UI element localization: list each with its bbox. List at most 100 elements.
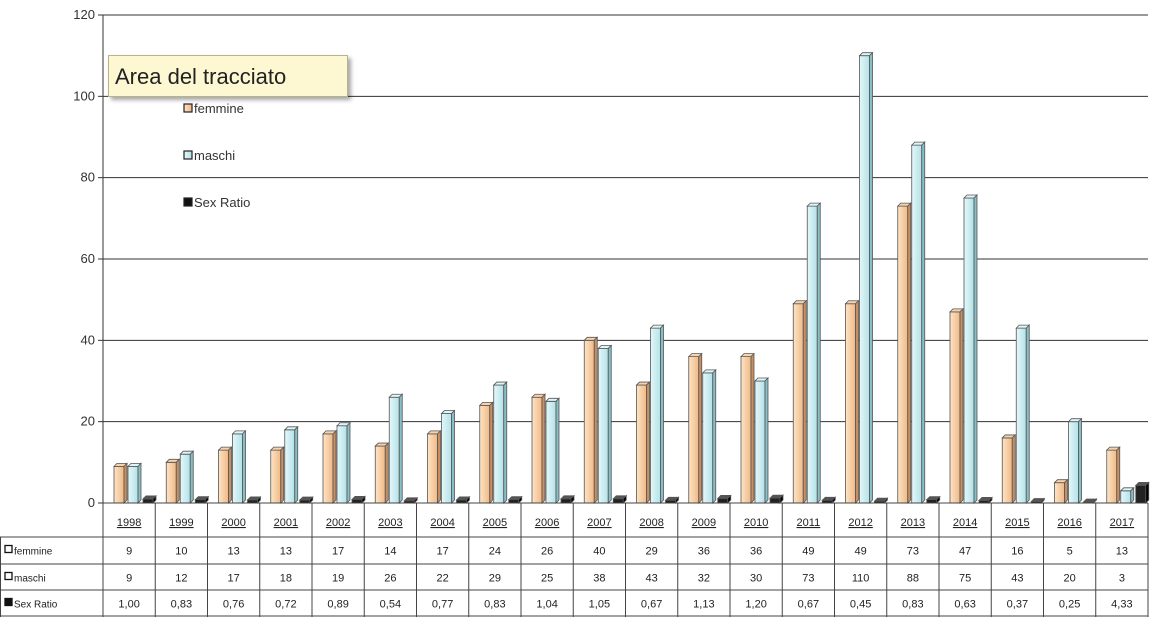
data-label: 75: [959, 573, 971, 585]
bar-maschi: [179, 450, 195, 504]
bar-sex-ratio-front: [612, 498, 624, 504]
data-label: 36: [750, 546, 762, 558]
bar-femmine-side: [489, 401, 494, 504]
bar-femmine-side: [750, 352, 755, 504]
bar-femmine-front: [1054, 482, 1065, 504]
bar-femmine-front: [374, 445, 386, 504]
bar-maschi-front: [388, 396, 400, 504]
y-tick-label: 20: [81, 414, 95, 429]
x-tick-label: 1998: [117, 517, 141, 529]
bar-maschi-side: [294, 425, 299, 504]
data-label: 0,63: [954, 599, 975, 611]
data-label: 43: [1011, 573, 1023, 585]
table-row-swatch: [4, 544, 13, 554]
bar-femmine: [1053, 478, 1069, 504]
bar-maschi-front: [806, 205, 818, 504]
bar-sex-ratio: [246, 495, 262, 504]
bar-femmine: [165, 458, 181, 504]
data-table: 1998 1999 2000 2001 2002 2003 2004 2005 2006 2007…: [0, 502, 1149, 617]
legend-label: femmine: [194, 101, 244, 116]
bar-femmine-front: [636, 384, 647, 504]
bar-maschi-side: [555, 397, 560, 504]
x-tick-label: 2009: [692, 517, 716, 529]
bar-maschi-front: [493, 384, 505, 504]
data-label: 29: [646, 546, 658, 558]
bar-maschi-side: [816, 202, 821, 504]
data-label: 0,25: [1059, 599, 1080, 611]
table-row-swatch: [4, 571, 13, 581]
bar-maschi-front: [545, 400, 557, 504]
y-tick-label: 0: [88, 495, 95, 510]
data-label: 0,72: [275, 599, 296, 611]
bar-maschi-side: [189, 450, 194, 504]
bar-femmine-side: [907, 202, 912, 504]
x-tick-label: 2011: [797, 517, 821, 529]
x-tick-label: 2005: [483, 517, 507, 529]
bar-femmine-side: [332, 429, 337, 504]
data-label: 73: [907, 546, 919, 558]
bar-maschi-front: [702, 372, 714, 504]
bar-maschi-side: [346, 421, 351, 504]
data-label: 0,77: [432, 599, 453, 611]
bar-maschi: [806, 202, 822, 504]
bar-femmine-side: [1116, 446, 1121, 504]
bar-maschi-front: [1120, 490, 1132, 504]
bar-sex-ratio-side: [727, 494, 732, 504]
bar-maschi-front: [284, 429, 296, 504]
bar-femmine-front: [531, 396, 543, 504]
bar-maschi: [492, 381, 508, 504]
bar-sex-ratio-front: [1135, 484, 1147, 504]
bar-femmine-side: [959, 307, 964, 504]
bar-sex-ratio-side: [204, 495, 209, 504]
bar-femmine-side: [855, 299, 859, 504]
data-label: 9: [126, 573, 132, 585]
legend-swatch: [183, 150, 193, 160]
bar-maschi: [127, 462, 142, 504]
data-label: 49: [802, 546, 814, 558]
data-label: 0,67: [798, 599, 819, 611]
bar-maschi: [910, 141, 926, 504]
data-label: 18: [280, 573, 292, 585]
legend-swatch: [183, 103, 193, 113]
bar-sex-ratio-side: [518, 495, 523, 504]
bar-sex-ratio-front: [508, 499, 520, 504]
bar-sex-ratio-front: [560, 498, 572, 504]
bar-femmine-side: [541, 393, 546, 504]
bar-maschi-side: [1130, 486, 1135, 504]
bar-femmine-side: [593, 336, 598, 504]
table-row-swatch: [4, 597, 13, 607]
bar-maschi: [336, 421, 351, 504]
bar-sex-ratio-side: [152, 494, 157, 504]
bar-maschi-front: [963, 197, 975, 504]
data-label: 38: [593, 573, 605, 585]
data-label: 26: [384, 573, 396, 585]
bar-maschi: [858, 51, 874, 504]
plot-area-tooltip: Area del tracciato: [108, 55, 348, 97]
bar-femmine: [949, 307, 964, 504]
bar-maschi-front: [754, 380, 766, 504]
data-label: 4,33: [1111, 599, 1132, 611]
bar-femmine: [792, 299, 808, 504]
data-label: 13: [280, 546, 292, 558]
data-label: 25: [541, 573, 553, 585]
x-tick-label: 2004: [430, 517, 454, 529]
data-label: 1,13: [693, 599, 714, 611]
data-label: 17: [228, 573, 240, 585]
x-tick-label: 2000: [221, 517, 245, 529]
bar-femmine-front: [740, 356, 752, 504]
data-label: 88: [907, 573, 919, 585]
bar-femmine-side: [1011, 433, 1016, 504]
bar-sex-ratio: [1030, 497, 1046, 504]
bar-sex-ratio-side: [988, 496, 993, 504]
bar-sex-ratio: [716, 494, 732, 504]
bar-femmine: [635, 381, 651, 504]
y-tick-label: 60: [81, 251, 95, 266]
bar-femmine-front: [949, 311, 961, 504]
x-tick-label: 2008: [639, 517, 663, 529]
bar-femmine: [1001, 433, 1017, 504]
bar-maschi: [1015, 324, 1031, 504]
bar-femmine-front: [583, 339, 595, 504]
bar-sex-ratio: [664, 496, 680, 504]
bar-femmine: [113, 462, 128, 504]
data-label: 14: [384, 546, 396, 558]
